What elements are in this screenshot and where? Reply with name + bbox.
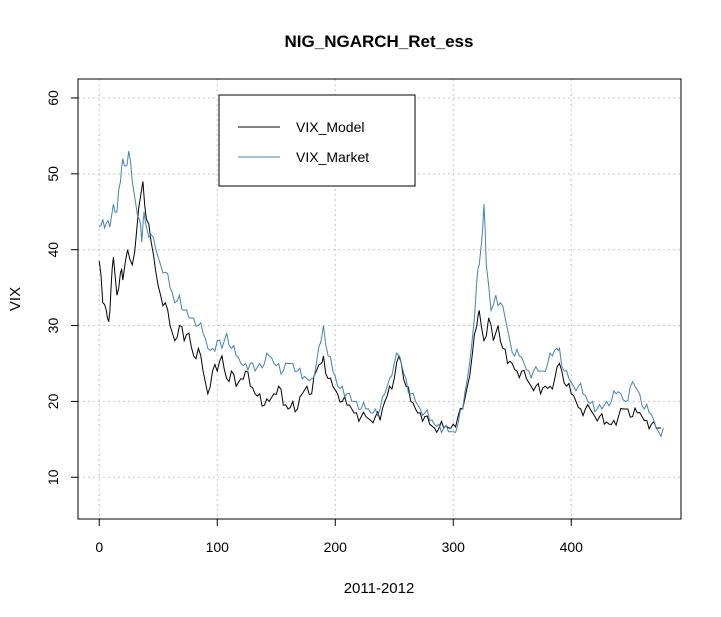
y-tick-label: 60 — [45, 90, 61, 106]
series-layer — [98, 150, 664, 438]
x-tick-label: 100 — [206, 539, 230, 555]
x-tick-label: 300 — [442, 539, 466, 555]
x-axis-label: 2011-2012 — [344, 580, 415, 597]
legend-label-vix-model: VIX_Model — [296, 119, 364, 135]
y-tick-label: 20 — [45, 393, 61, 409]
y-tick-label: 10 — [45, 469, 61, 485]
x-tick-label: 0 — [95, 539, 103, 555]
series-line-vix-market — [98, 150, 664, 438]
y-tick-label: 30 — [45, 318, 61, 334]
y-axis-label: VIX — [7, 287, 24, 311]
y-tick-label: 50 — [45, 166, 61, 182]
x-tick-label: 400 — [560, 539, 584, 555]
x-axis: 0 100 200 300 400 — [95, 518, 584, 555]
legend-box — [218, 94, 416, 187]
x-tick-label: 200 — [324, 539, 348, 555]
y-tick-label: 40 — [45, 242, 61, 258]
series-line-vix-model — [98, 181, 661, 434]
legend: VIX_Model VIX_Market — [218, 94, 416, 187]
legend-label-vix-market: VIX_Market — [296, 149, 369, 165]
y-axis: 10 20 30 40 50 60 — [45, 90, 79, 485]
chart-title: NIG_NGARCH_Ret_ess — [285, 32, 474, 51]
